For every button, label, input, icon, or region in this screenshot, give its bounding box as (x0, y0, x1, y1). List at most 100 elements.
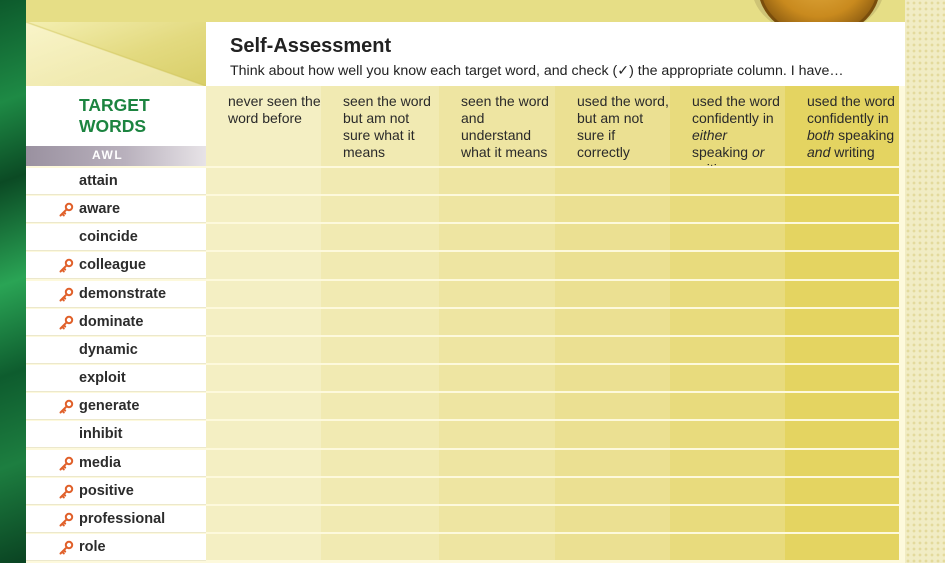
check-cell[interactable] (439, 421, 555, 448)
check-cell[interactable] (206, 336, 321, 363)
check-cell[interactable] (785, 168, 899, 194)
check-cell[interactable] (555, 393, 670, 420)
check-cell[interactable] (439, 477, 555, 504)
check-cell[interactable] (206, 252, 321, 279)
check-cell[interactable] (670, 336, 785, 363)
check-cell[interactable] (206, 477, 321, 504)
check-cell[interactable] (785, 280, 899, 307)
check-cell[interactable] (785, 449, 899, 476)
check-cell[interactable] (321, 365, 439, 392)
check-cell[interactable] (206, 393, 321, 420)
column-heading-text: seen the word and understand what it mea… (461, 93, 549, 160)
check-cell[interactable] (439, 308, 555, 335)
check-cell[interactable] (670, 393, 785, 420)
check-cell[interactable] (321, 505, 439, 532)
target-word: dominate (79, 313, 144, 330)
check-cell[interactable] (670, 505, 785, 532)
check-cell[interactable] (555, 421, 670, 448)
check-cell[interactable] (670, 196, 785, 223)
check-cell[interactable] (670, 449, 785, 476)
check-cell[interactable] (785, 308, 899, 335)
check-cell[interactable] (321, 393, 439, 420)
check-cell[interactable] (206, 224, 321, 251)
check-cell[interactable] (439, 449, 555, 476)
check-cell[interactable] (555, 365, 670, 392)
column-heading-text: either (692, 127, 728, 143)
check-cell[interactable] (206, 449, 321, 476)
check-cell[interactable] (555, 533, 670, 560)
check-cell[interactable] (206, 168, 321, 194)
check-cell[interactable] (555, 196, 670, 223)
check-cell[interactable] (321, 477, 439, 504)
check-cell[interactable] (321, 449, 439, 476)
check-cell[interactable] (439, 336, 555, 363)
check-cell[interactable] (321, 533, 439, 560)
check-cell[interactable] (670, 365, 785, 392)
assessment-column: seen the word and understand what it mea… (439, 86, 555, 560)
check-cell[interactable] (670, 280, 785, 307)
check-cell[interactable] (206, 533, 321, 560)
check-cell[interactable] (321, 280, 439, 307)
check-cell[interactable] (670, 533, 785, 560)
check-cell[interactable] (555, 308, 670, 335)
check-cell[interactable] (785, 252, 899, 279)
column-heading: seen the word but am not sure what it me… (321, 86, 439, 166)
check-cell[interactable] (206, 196, 321, 223)
check-cell[interactable] (321, 168, 439, 194)
assessment-column: seen the word but am not sure what it me… (321, 86, 439, 560)
check-cell[interactable] (439, 280, 555, 307)
check-cell[interactable] (321, 196, 439, 223)
check-cell[interactable] (785, 196, 899, 223)
column-heading-text: or (751, 144, 765, 160)
check-cell[interactable] (321, 252, 439, 279)
check-cell[interactable] (439, 196, 555, 223)
check-cell[interactable] (785, 477, 899, 504)
check-cell[interactable] (206, 280, 321, 307)
check-cell[interactable] (785, 365, 899, 392)
check-cell[interactable] (439, 224, 555, 251)
row-divider (206, 363, 899, 366)
check-cell[interactable] (555, 336, 670, 363)
check-cell[interactable] (555, 280, 670, 307)
check-cell[interactable] (321, 336, 439, 363)
check-cell[interactable] (555, 252, 670, 279)
check-cell[interactable] (439, 365, 555, 392)
check-cell[interactable] (321, 308, 439, 335)
key-icon (58, 512, 74, 528)
check-cell[interactable] (439, 168, 555, 194)
row-divider (206, 250, 899, 253)
check-cell[interactable] (555, 168, 670, 194)
check-cell[interactable] (670, 477, 785, 504)
check-cell[interactable] (785, 533, 899, 560)
check-cell[interactable] (439, 393, 555, 420)
check-cell[interactable] (785, 224, 899, 251)
check-cell[interactable] (439, 252, 555, 279)
target-word: colleague (79, 257, 146, 274)
check-cell[interactable] (785, 421, 899, 448)
row-divider (206, 222, 899, 225)
check-cell[interactable] (206, 365, 321, 392)
assessment-column: used the word, but am not sure if correc… (555, 86, 670, 560)
check-cell[interactable] (321, 224, 439, 251)
check-cell[interactable] (439, 505, 555, 532)
check-cell[interactable] (670, 252, 785, 279)
check-cell[interactable] (206, 308, 321, 335)
decorative-dot-pattern (905, 0, 945, 563)
check-cell[interactable] (670, 308, 785, 335)
check-cell[interactable] (670, 168, 785, 194)
check-cell[interactable] (555, 477, 670, 504)
check-cell[interactable] (785, 336, 899, 363)
check-cell[interactable] (555, 505, 670, 532)
check-cell[interactable] (785, 505, 899, 532)
check-cell[interactable] (785, 393, 899, 420)
assessment-column: used the word confidently in either spea… (670, 86, 785, 560)
check-cell[interactable] (439, 533, 555, 560)
check-cell[interactable] (321, 421, 439, 448)
check-cell[interactable] (206, 505, 321, 532)
check-cell[interactable] (555, 449, 670, 476)
check-cell[interactable] (670, 224, 785, 251)
row-divider (206, 166, 899, 168)
check-cell[interactable] (555, 224, 670, 251)
check-cell[interactable] (206, 421, 321, 448)
check-cell[interactable] (670, 421, 785, 448)
